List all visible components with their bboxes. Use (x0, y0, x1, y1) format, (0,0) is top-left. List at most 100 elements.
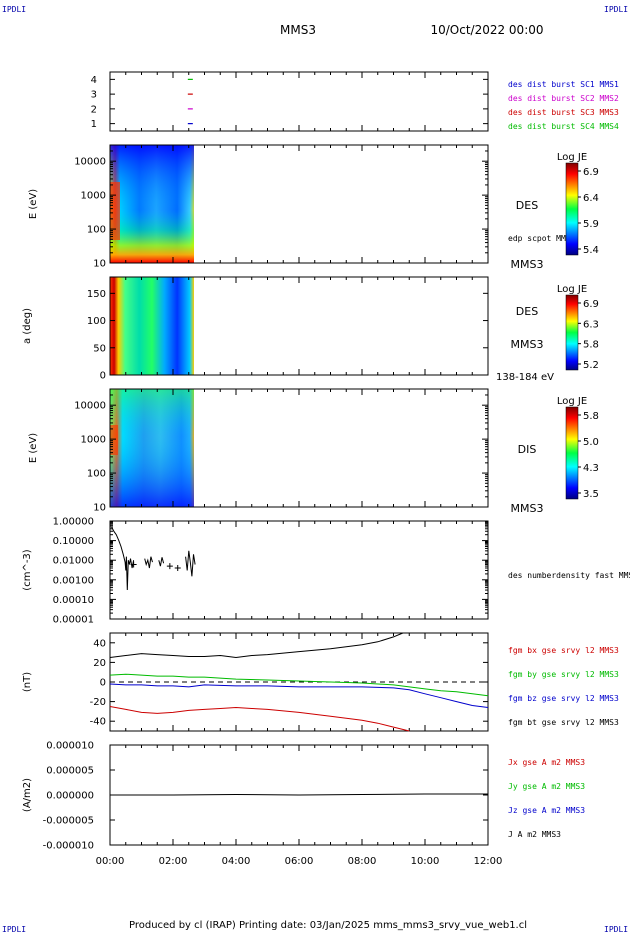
des-energy-ylabel: E (eV) (28, 189, 39, 219)
des-energy-species-label: DES (516, 199, 538, 212)
legend-jx-gse-a-m2-mms3: Jx gse A m2 MMS3 (508, 758, 585, 767)
density-line-density-cluster-2 (144, 556, 153, 569)
legend-des-dist-burst-sc1-mms1: des dist burst SC1 MMS1 (508, 80, 619, 89)
y-tick-label: 2 (91, 104, 97, 115)
pitch-angle-colorbar-title: Log JE (557, 284, 587, 295)
legend-des-dist-burst-sc4-mms4: des dist burst SC4 MMS4 (508, 122, 619, 131)
dis-energy-spacecraft-label: MMS3 (511, 502, 544, 515)
pitch-angle-ylabel: a (deg) (22, 308, 33, 344)
time-tick-label: 00:00 (96, 856, 125, 867)
bfield-panel: 40 20 0 -20 -40 (nT) fgm bx gse srvy l2 MMS3 fg… (22, 632, 619, 732)
pitch-angle-colorbar-tick-label: 6.9 (583, 299, 599, 310)
y-tick-label: 0.000000 (46, 791, 94, 802)
legend-j-a-m2-mms3: J A m2 MMS3 (508, 830, 561, 839)
y-tick-label: 0.000005 (46, 766, 94, 777)
pitch-angle-colorbar-tick-label: 5.8 (583, 340, 599, 351)
bfield-line-fgm-bx-gse-srvy-l2-mms3 (109, 706, 410, 732)
des-energy-colorbar-tick-label: 6.4 (583, 193, 599, 204)
density-panel-frame (109, 520, 489, 620)
dis-energy-colorbar (565, 406, 579, 500)
current-panel: 0.000010 0.000005 0.000000 -0.000005 -0.0000… (22, 741, 585, 852)
y-tick-label: 1 (91, 119, 97, 130)
density-panel: 1.00000 0.10000 0.01000 0.00100 0.00010 0.000… (22, 517, 630, 626)
bfield-line-fgm-bz-gse-srvy-l2-mms3 (109, 683, 489, 708)
y-tick-label: 100 (87, 469, 106, 480)
legend-des-dist-burst-sc2-mms2: des dist burst SC2 MMS2 (508, 94, 619, 103)
spacecraft-title: MMS3 (280, 23, 316, 37)
density-plus-marker (166, 563, 173, 570)
y-tick-label: 3 (91, 90, 97, 101)
legend-des-numberdensity-fast-mms3: des numberdensity fast MMS3 (508, 571, 630, 580)
y-tick-label: 40 (93, 638, 106, 649)
y-tick-label: 150 (87, 289, 106, 300)
time-tick-label: 10:00 (411, 856, 440, 867)
y-tick-label: 100 (87, 316, 106, 327)
y-tick-label: 10000 (74, 157, 106, 168)
y-tick-label: 1000 (81, 435, 106, 446)
des-energy-spectrogram-overlay (110, 145, 194, 263)
density-ylabel: (cm^-3) (22, 549, 33, 590)
dis-energy-species-label: DIS (518, 443, 537, 456)
y-tick-label: 0.00100 (53, 575, 94, 586)
legend-fgm-by-gse-srvy-l2-mms3: fgm by gse srvy l2 MMS3 (508, 670, 619, 679)
density-line-density-cluster-3 (158, 557, 165, 567)
corner-label-bottom-right: IPDLI (604, 925, 628, 934)
time-tick-label: 08:00 (348, 856, 377, 867)
legend-jz-gse-a-m2-mms3: Jz gse A m2 MMS3 (508, 806, 585, 815)
des-energy-hot-region (110, 182, 120, 240)
legend-fgm-bx-gse-srvy-l2-mms3: fgm bx gse srvy l2 MMS3 (508, 646, 619, 655)
burst-panel-frame (109, 71, 489, 132)
y-tick-label: -20 (90, 697, 106, 708)
dis-energy-colorbar-tick-label: 3.5 (583, 489, 599, 500)
legend-fgm-bt-gse-srvy-l2-mms3: fgm bt gse srvy l2 MMS3 (508, 718, 619, 727)
dis-energy-colorbar-tick-label: 5.0 (583, 437, 599, 448)
time-axis: 00:00 02:00 04:00 06:00 08:00 10:00 12:00 (96, 856, 503, 867)
des-energy-colorbar (565, 162, 579, 256)
time-tick-label: 02:00 (159, 856, 188, 867)
dis-energy-colorbar-title: Log JE (557, 396, 587, 407)
pitch-angle-spacecraft-label: MMS3 (511, 338, 544, 351)
y-tick-label: 50 (93, 343, 106, 354)
des-pitch-angle-panel: 150 100 50 0 a (deg) DES MMS3 138-184 eV Log JE 6… (22, 277, 599, 383)
dis-energy-hot-region (110, 425, 118, 455)
y-tick-label: 0.000010 (46, 741, 94, 752)
legend-jy-gse-a-m2-mms3: Jy gse A m2 MMS3 (508, 782, 585, 791)
pitch-angle-colorbar (565, 294, 579, 371)
pitch-angle-colorbar-tick-label: 6.3 (583, 319, 599, 330)
footer-text: Produced by cl (IRAP) Printing date: 03/… (129, 920, 527, 931)
dis-energy-panel: 10000 1000 100 10 E (eV) DIS MMS3 Log JE 5.8 5.0 4… (28, 388, 599, 515)
dis-energy-colorbar-tick-label: 4.3 (583, 463, 599, 474)
legend-des-dist-burst-sc3-mms3: des dist burst SC3 MMS3 (508, 108, 619, 117)
corner-label-top-left: IPDLI (2, 5, 26, 14)
current-line-j-a-m2-mms3 (110, 793, 488, 796)
y-tick-label: 10000 (74, 401, 106, 412)
y-tick-label: 1000 (81, 191, 106, 202)
y-tick-label: -40 (90, 717, 106, 728)
burst-panel: 4 3 2 1 des dist burst SC1 MMS1 des dist burs… (91, 72, 619, 131)
dis-energy-colorbar-tick-label: 5.8 (583, 411, 599, 422)
y-tick-label: 10 (93, 259, 106, 270)
bfield-ylabel: (nT) (22, 672, 33, 692)
des-pitch-angle-spectrogram (110, 277, 194, 375)
current-ylabel: (A/m2) (22, 778, 33, 812)
bfield-line-fgm-by-gse-srvy-l2-mms3 (109, 673, 489, 697)
des-energy-colorbar-tick-label: 6.9 (583, 167, 599, 178)
y-tick-label: 0 (100, 371, 106, 382)
y-tick-label: 4 (91, 75, 97, 86)
y-tick-label: -0.000005 (43, 816, 94, 827)
y-tick-label: 20 (93, 658, 106, 669)
legend-fgm-bz-gse-srvy-l2-mms3: fgm bz gse srvy l2 MMS3 (508, 694, 619, 703)
corner-label-bottom-left: IPDLI (2, 925, 26, 934)
date-title: 10/Oct/2022 00:00 (430, 23, 543, 37)
density-line-des-numberdensity-fast-mms3 (111, 526, 135, 591)
des-energy-spacecraft-label: MMS3 (511, 258, 544, 271)
density-plus-marker (130, 561, 137, 568)
y-tick-label: 0.01000 (53, 556, 94, 567)
des-energy-colorbar-tick-label: 5.9 (583, 219, 599, 230)
y-tick-label: 0 (100, 678, 106, 689)
des-energy-panel: 10000 1000 100 10 E (eV) DES edp scpot MMS3 MMS… (28, 144, 599, 271)
y-tick-label: 0.10000 (53, 536, 94, 547)
y-tick-label: 10 (93, 503, 106, 514)
corner-label-top-right: IPDLI (604, 5, 628, 14)
